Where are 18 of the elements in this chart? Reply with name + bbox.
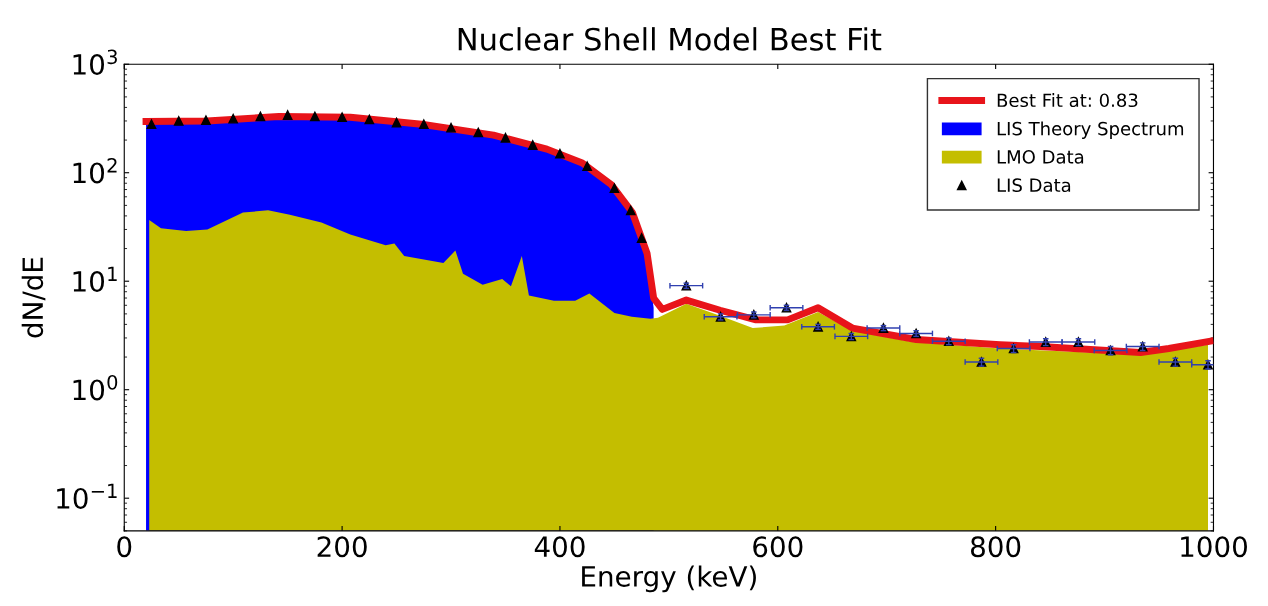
y-tick-label: 10$^{−1}$ <box>57 483 117 509</box>
y-tick-label: 10$^{1}$ <box>73 266 117 292</box>
x-tick-label: 800 <box>971 536 1021 558</box>
y-tick-label: 10$^{2}$ <box>73 158 117 184</box>
x-tick-label: 200 <box>317 536 367 558</box>
y-axis-title: dN/dE <box>21 257 46 338</box>
chart-title: Nuclear Shell Model Best Fit <box>458 27 882 51</box>
x-tick-label: 1000 <box>1181 536 1247 558</box>
legend-label: LIS Data <box>997 178 1071 193</box>
x-tick-label: 600 <box>753 536 803 558</box>
y-tick-label: 10$^{0}$ <box>73 374 118 401</box>
legend-label: LMO Data <box>997 150 1084 164</box>
x-tick-label: 400 <box>534 536 585 558</box>
y-tick-label: 10$^{3}$ <box>73 49 117 75</box>
legend-label: Best Fit at: 0.83 <box>997 93 1138 108</box>
legend-label: LIS Theory Spectrum <box>997 121 1184 139</box>
x-axis-title: Energy (keV) <box>582 565 756 593</box>
x-tick-label: 0 <box>117 536 132 558</box>
